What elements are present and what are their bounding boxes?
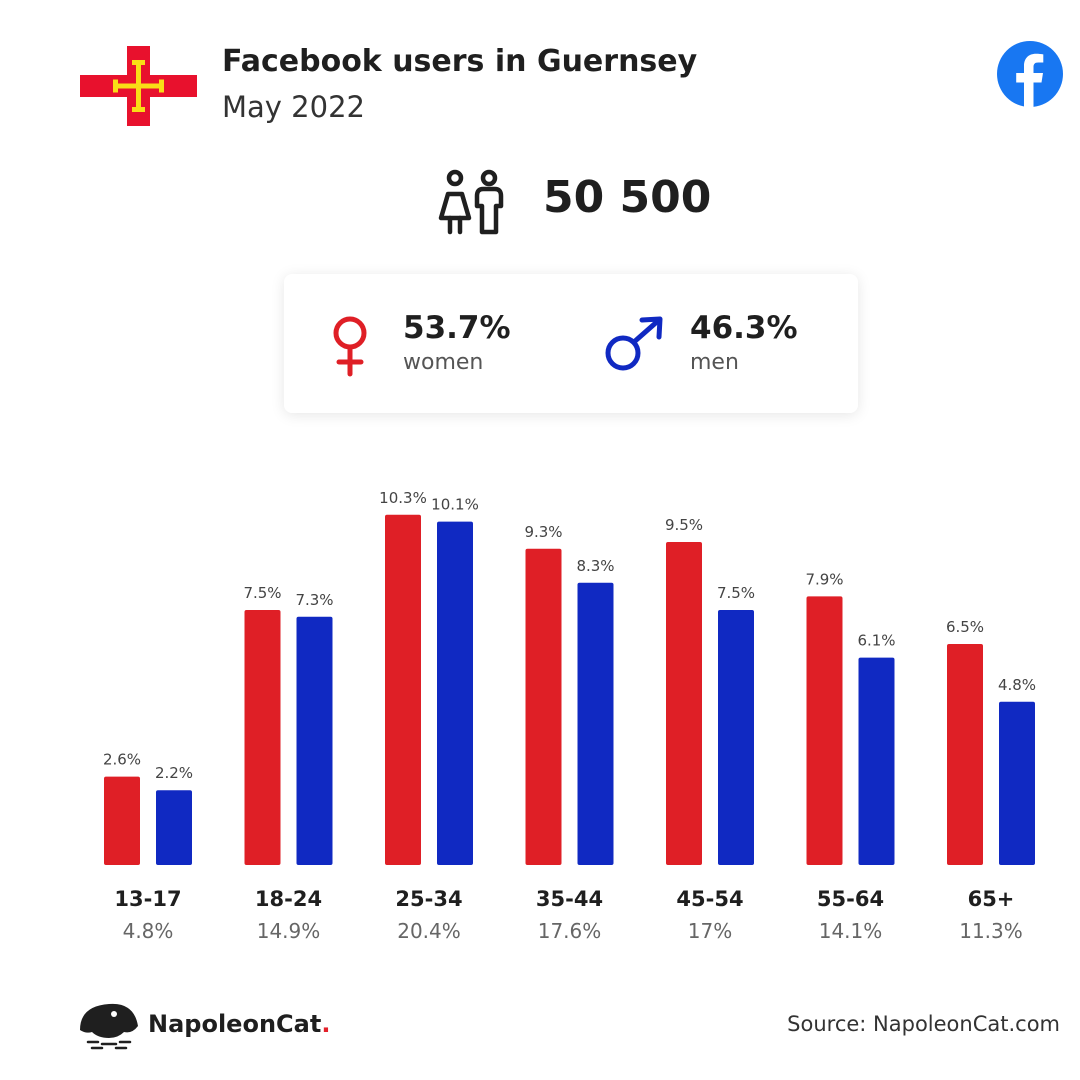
category-label-25-34: 25-34 bbox=[395, 887, 462, 911]
category-total-25-34: 20.4% bbox=[397, 919, 461, 943]
men-value-label-18-24: 7.3% bbox=[295, 591, 333, 609]
category-label-35-44: 35-44 bbox=[536, 887, 603, 911]
female-symbol-icon bbox=[333, 316, 367, 377]
male-symbol-icon bbox=[605, 316, 663, 371]
page-title: Facebook users in Guernsey bbox=[222, 44, 698, 79]
women-percentage: 53.7% bbox=[403, 310, 511, 346]
men-percentage: 46.3% bbox=[690, 310, 798, 346]
age-gender-bar-chart: 2.6% 2.2% 13-17 4.8% 7.5% 7.3% 18-24 14.9% 10.3%… bbox=[103, 489, 1036, 943]
category-total-18-24: 14.9% bbox=[257, 919, 321, 943]
women-bar-65+ bbox=[947, 644, 983, 865]
men-value-label-65+: 4.8% bbox=[998, 676, 1036, 694]
women-bar-13-17 bbox=[104, 776, 140, 865]
category-total-65+: 11.3% bbox=[959, 919, 1023, 943]
women-value-label-18-24: 7.5% bbox=[243, 584, 281, 602]
category-total-13-17: 4.8% bbox=[123, 919, 174, 943]
women-value-label-55-64: 7.9% bbox=[805, 570, 843, 588]
women-value-label-45-54: 9.5% bbox=[665, 516, 703, 534]
category-label-55-64: 55-64 bbox=[817, 887, 884, 911]
men-bar-18-24 bbox=[296, 616, 333, 865]
source-credit: Source: NapoleonCat.com bbox=[787, 1012, 1060, 1036]
women-bar-18-24 bbox=[244, 610, 281, 865]
category-total-45-54: 17% bbox=[688, 919, 732, 943]
women-bar-25-34 bbox=[385, 514, 421, 865]
category-label-45-54: 45-54 bbox=[676, 887, 743, 911]
category-total-55-64: 14.1% bbox=[819, 919, 883, 943]
men-bar-25-34 bbox=[437, 521, 473, 865]
men-bar-45-54 bbox=[718, 610, 754, 865]
napoleoncat-logo-icon bbox=[80, 1003, 138, 1050]
men-label: men bbox=[690, 350, 739, 375]
category-label-65+: 65+ bbox=[968, 887, 1015, 911]
category-label-18-24: 18-24 bbox=[255, 887, 322, 911]
men-bar-13-17 bbox=[156, 790, 192, 865]
women-value-label-65+: 6.5% bbox=[946, 618, 984, 636]
men-value-label-45-54: 7.5% bbox=[717, 584, 755, 602]
women-bar-55-64 bbox=[806, 596, 843, 865]
men-bar-55-64 bbox=[858, 657, 895, 865]
men-value-label-35-44: 8.3% bbox=[576, 557, 614, 575]
women-value-label-25-34: 10.3% bbox=[379, 489, 427, 507]
men-value-label-55-64: 6.1% bbox=[857, 632, 895, 650]
gender-split-card bbox=[284, 274, 858, 413]
page-subtitle: May 2022 bbox=[222, 90, 365, 124]
women-bar-45-54 bbox=[666, 542, 702, 865]
category-label-13-17: 13-17 bbox=[114, 887, 181, 911]
guernsey-flag-icon bbox=[80, 46, 197, 126]
brand-name: NapoleonCat. bbox=[148, 1010, 331, 1038]
category-total-35-44: 17.6% bbox=[538, 919, 602, 943]
women-value-label-35-44: 9.3% bbox=[524, 523, 562, 541]
facebook-logo-icon bbox=[997, 41, 1063, 107]
women-value-label-13-17: 2.6% bbox=[103, 751, 141, 769]
women-label: women bbox=[403, 350, 484, 375]
men-value-label-25-34: 10.1% bbox=[431, 496, 479, 514]
men-bar-35-44 bbox=[577, 582, 614, 865]
men-bar-65+ bbox=[999, 701, 1035, 865]
women-bar-35-44 bbox=[525, 548, 562, 865]
total-users: 50 500 bbox=[543, 172, 712, 223]
people-icon bbox=[438, 169, 504, 235]
men-value-label-13-17: 2.2% bbox=[155, 764, 193, 782]
